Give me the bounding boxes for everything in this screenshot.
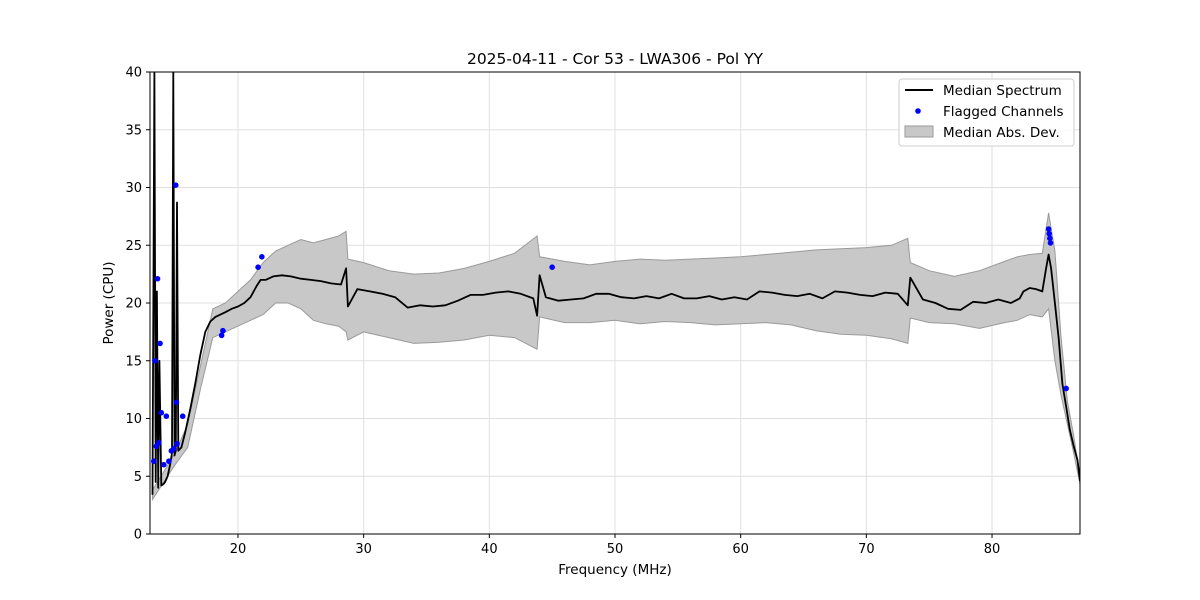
flagged-channel-point: [158, 409, 165, 416]
flagged-channel-point: [259, 253, 265, 260]
flagged-channel-point: [163, 413, 170, 419]
x-tick-label: 20: [230, 542, 247, 557]
x-tick-label: 60: [732, 542, 749, 557]
median-abs-dev-band: [152, 212, 1080, 502]
flagged-channel-point: [155, 439, 162, 446]
y-tick-label: 25: [125, 239, 142, 254]
x-axis-ticks: 20 30 40 50 60 70 80: [230, 534, 1001, 557]
y-tick-label: 15: [125, 354, 142, 369]
y-tick-label: 10: [125, 412, 142, 427]
legend-marker-swatch: [915, 108, 921, 114]
flagged-channel-point: [152, 357, 158, 364]
x-tick-label: 80: [984, 542, 1001, 557]
x-tick-label: 30: [355, 542, 372, 557]
flagged-channel-point: [220, 327, 226, 334]
flagged-channel-point: [172, 182, 179, 188]
flagged-channel-point: [173, 399, 180, 406]
flagged-channel-point: [150, 458, 157, 465]
legend-label-median-abs-dev: Median Abs. Dev.: [943, 125, 1060, 141]
y-tick-label: 20: [125, 297, 142, 312]
flagged-channel-point: [161, 461, 167, 468]
flagged-channel-point: [171, 445, 177, 452]
flagged-channel-point: [157, 340, 163, 347]
legend-patch-swatch: [904, 125, 934, 138]
x-tick-label: 50: [607, 542, 624, 557]
flagged-channel-point: [1045, 226, 1052, 232]
flagged-channel-point: [218, 332, 225, 339]
plot-data-region: [150, 72, 1080, 502]
flagged-channel-point: [174, 441, 180, 447]
flagged-channel-point: [1047, 235, 1053, 242]
median-spectrum-line: [151, 72, 1080, 495]
flagged-channel-point: [1046, 230, 1053, 237]
y-tick-label: 0: [134, 528, 142, 543]
legend-label-median-spectrum: Median Spectrum: [943, 83, 1062, 99]
x-tick-label: 70: [858, 542, 875, 557]
y-axis-label: Power (CPU): [101, 261, 117, 344]
flagged-channel-point: [1047, 240, 1054, 246]
flagged-channels: [150, 182, 1069, 468]
x-axis-label: Frequency (MHz): [558, 562, 671, 578]
flagged-channel-point: [255, 264, 261, 270]
flagged-channel-point: [166, 458, 172, 465]
y-axis-ticks: 0 5 10 15 20 25 30 35 40: [125, 66, 150, 543]
legend-box: [898, 78, 1075, 147]
flagged-channel-point: [549, 264, 555, 270]
flagged-channel-point: [1063, 385, 1069, 392]
y-tick-label: 35: [125, 123, 142, 138]
y-tick-label: 30: [125, 181, 142, 196]
legend: Median Spectrum Flagged Channels Median …: [898, 78, 1075, 147]
flagged-channel-point: [154, 275, 161, 282]
y-tick-label: 5: [134, 470, 142, 485]
y-tick-label: 40: [125, 66, 142, 81]
x-tick-label: 40: [481, 542, 498, 557]
legend-label-flagged-channels: Flagged Channels: [943, 104, 1064, 120]
flagged-channel-point: [179, 413, 186, 419]
chart-title: 2025-04-11 - Cor 53 - LWA306 - Pol YY: [467, 50, 764, 68]
